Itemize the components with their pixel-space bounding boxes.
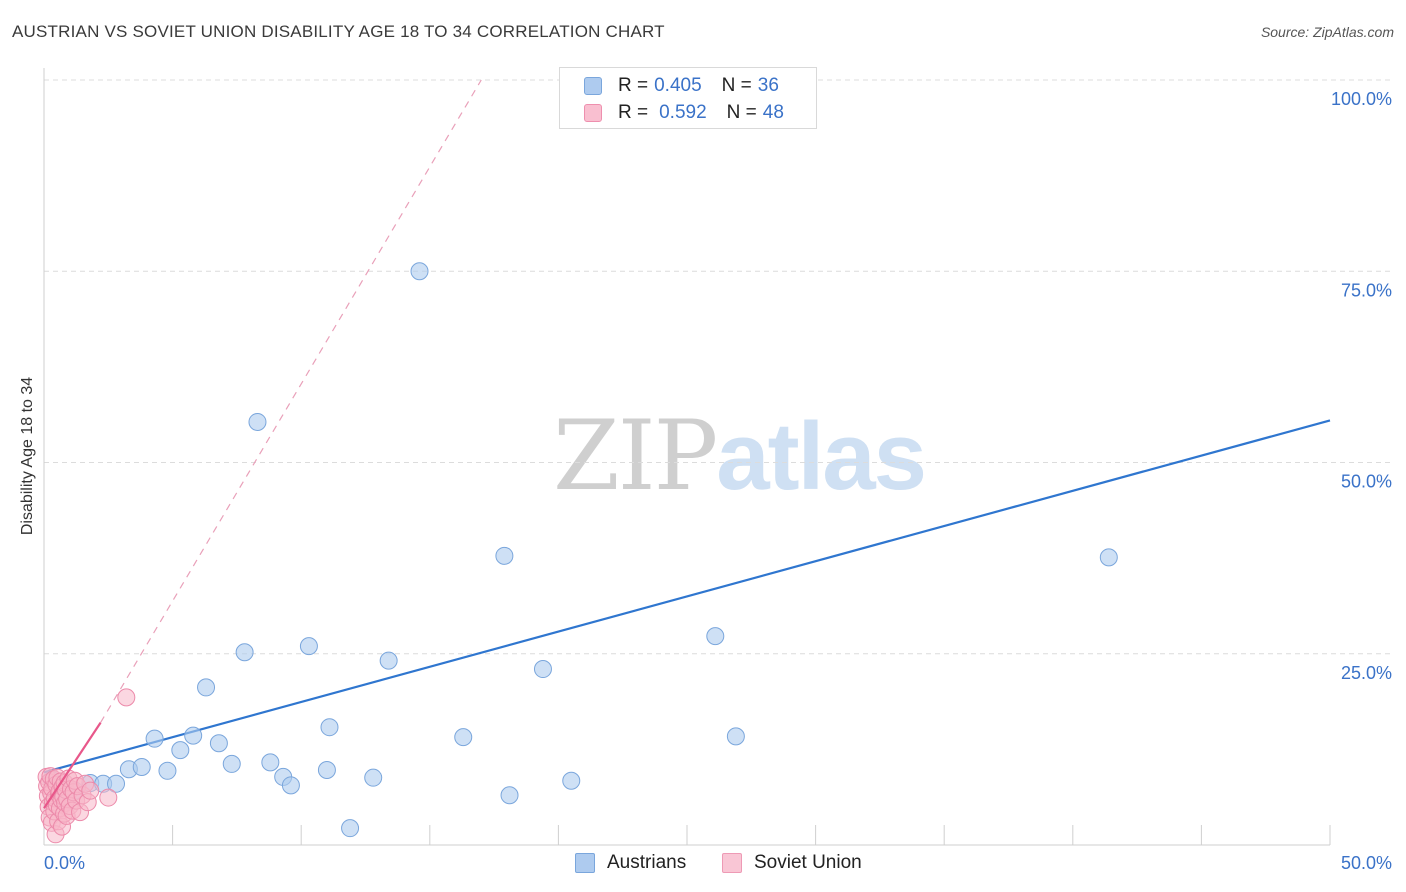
austrians-point <box>341 819 360 838</box>
legend-item-austrians[interactable]: Austrians <box>575 852 686 874</box>
legend-item-soviet-union[interactable]: Soviet Union <box>722 852 862 874</box>
austrians-point <box>132 757 151 776</box>
austrians-point <box>379 651 398 670</box>
soviet-union-point <box>117 688 136 707</box>
r-value-austrians: 0.405 <box>654 75 702 96</box>
austrians-point <box>261 753 280 772</box>
austrians-point <box>107 774 126 793</box>
y-tick-label: 25.0% <box>1341 663 1392 683</box>
n-value-soviet-union: 48 <box>762 102 784 123</box>
soviet-union-trend-line <box>43 721 102 809</box>
y-tick-label: 100.0% <box>1331 89 1392 109</box>
r-label: R = <box>618 102 649 123</box>
austrians-point <box>1099 548 1118 567</box>
chart-title: AUSTRIAN VS SOVIET UNION DISABILITY AGE … <box>12 22 665 41</box>
soviet-union-point <box>99 788 118 807</box>
austrians-point <box>533 660 552 679</box>
x-tick-label: 0.0% <box>44 853 85 873</box>
source-credit[interactable]: Source: ZipAtlas.com <box>1260 24 1394 40</box>
austrians-point <box>145 729 164 748</box>
stats-legend: R = 0.405 N = 36 R = 0.592 N = 48 <box>559 67 817 129</box>
austrians-point <box>495 546 514 565</box>
r-value-soviet-union: 0.592 <box>659 102 707 123</box>
n-value-austrians: 36 <box>757 75 779 96</box>
austrians-trend-line <box>43 419 1331 774</box>
soviet-union-legend-label: Soviet Union <box>754 852 862 873</box>
austrians-legend-swatch <box>575 853 595 873</box>
legend-row-soviet-union: R = 0.592 N = 48 <box>584 101 784 125</box>
soviet-union-swatch <box>584 104 602 122</box>
austrians-point <box>197 678 216 697</box>
austrians-point <box>320 718 339 737</box>
austrians-point <box>364 768 383 787</box>
austrians-point <box>235 643 254 662</box>
austrians-point <box>299 637 318 656</box>
austrians-point <box>158 761 177 780</box>
austrians-point <box>562 771 581 790</box>
austrians-point <box>281 776 300 795</box>
austrians-point <box>209 734 228 753</box>
austrians-point <box>222 754 241 773</box>
austrians-point <box>171 741 190 760</box>
soviet-union-point <box>81 781 100 800</box>
austrians-point <box>706 627 725 646</box>
austrians-legend-label: Austrians <box>607 852 687 873</box>
soviet-union-legend-swatch <box>722 853 742 873</box>
series-legend: Austrians Soviet Union <box>0 852 1406 876</box>
n-label: N = <box>726 102 757 123</box>
legend-row-austrians: R = 0.405 N = 36 <box>584 74 779 98</box>
soviet-union-trend-extension <box>100 79 482 723</box>
y-tick-label: 75.0% <box>1341 280 1392 300</box>
austrians-swatch <box>584 77 602 95</box>
austrians-point <box>410 262 429 281</box>
x-tick-label: 50.0% <box>1341 853 1392 873</box>
austrians-point <box>500 786 519 805</box>
austrians-point <box>454 728 473 747</box>
austrians-point <box>726 727 745 746</box>
y-tick-label: 50.0% <box>1341 472 1392 492</box>
austrians-point <box>317 761 336 780</box>
n-label: N = <box>721 75 752 96</box>
austrians-point <box>248 412 267 431</box>
r-label: R = <box>618 75 649 96</box>
austrians-point <box>184 726 203 745</box>
